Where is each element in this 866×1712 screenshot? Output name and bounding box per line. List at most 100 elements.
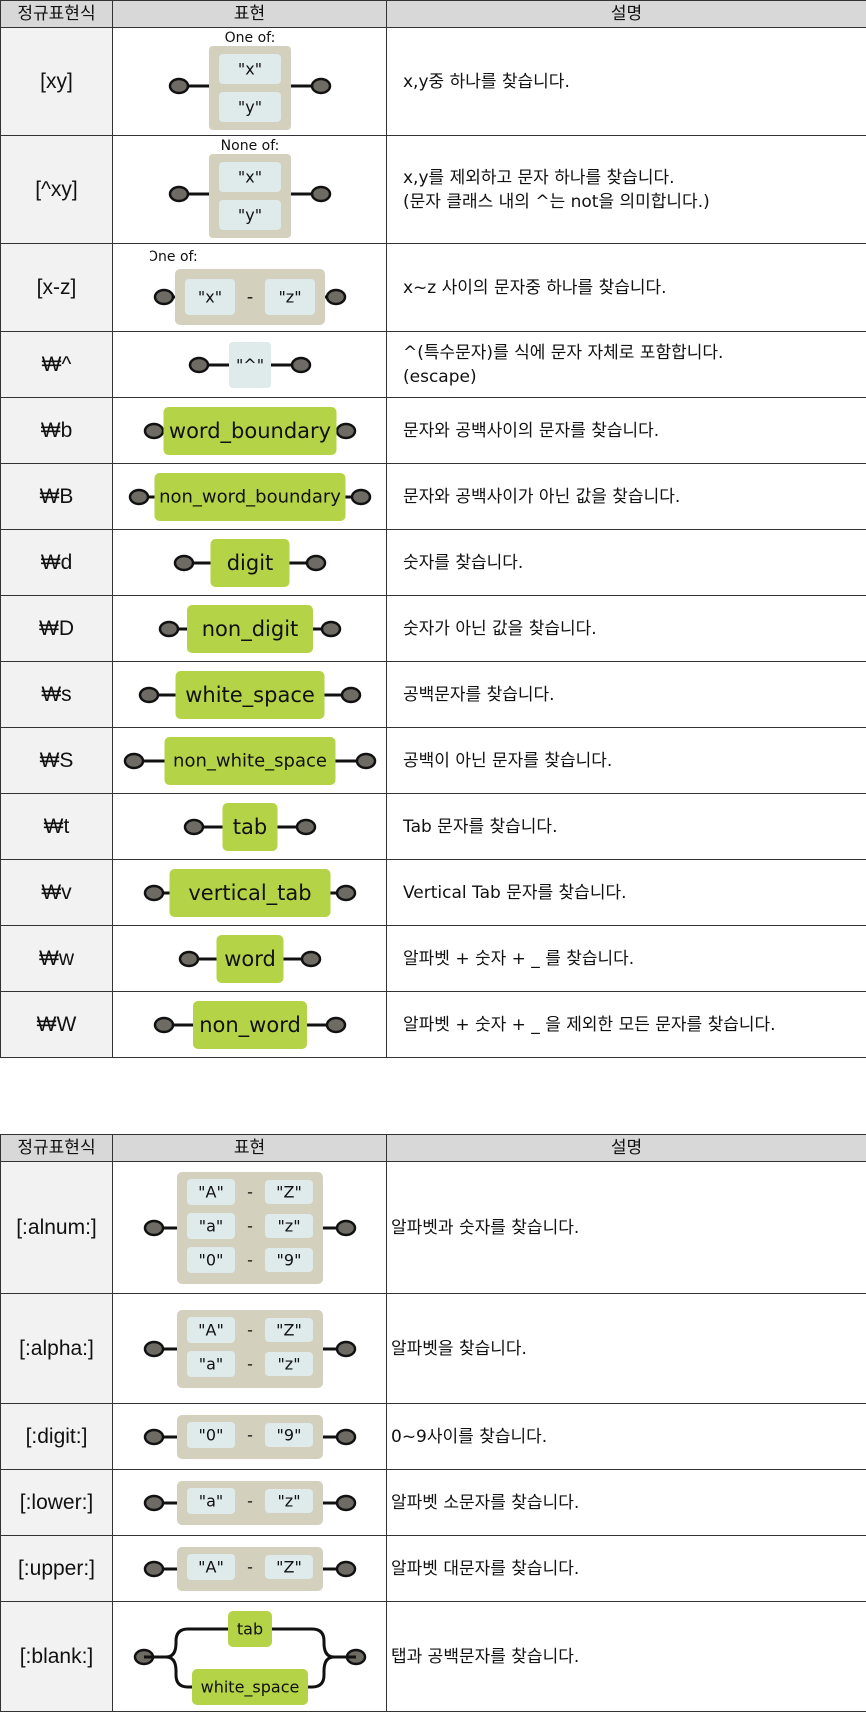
regex-expression: [^xy] bbox=[1, 136, 113, 244]
range-dash: - bbox=[247, 1250, 253, 1269]
railroad-diagram: "A"-"Z" bbox=[140, 1541, 360, 1597]
railroad-diagram: "A"-"Z""a"-"z""0"-"9" bbox=[140, 1166, 360, 1290]
end-node bbox=[337, 1342, 355, 1356]
range-from-label: "A" bbox=[198, 1557, 224, 1576]
description-line: 알파벳 소문자를 찾습니다. bbox=[391, 1491, 866, 1515]
end-node bbox=[312, 79, 330, 93]
description-line: 알파벳 + 숫자 + _ 을 제외한 모든 문자를 찾습니다. bbox=[403, 1013, 866, 1037]
token-label: tab bbox=[236, 1619, 262, 1638]
table-row: ₩v vertical_tab Vertical Tab 문자를 찾습니다. bbox=[1, 860, 866, 926]
group-title: One of: bbox=[150, 249, 198, 265]
end-node bbox=[337, 1496, 355, 1510]
railroad-diagram-cell: white_space bbox=[113, 662, 387, 728]
description-cell: 알파벳을 찾습니다. bbox=[387, 1294, 866, 1404]
description-cell: Tab 문자를 찾습니다. bbox=[387, 794, 866, 860]
range-to-label: "Z" bbox=[276, 1320, 302, 1339]
railroad-diagram-cell: non_word_boundary bbox=[113, 464, 387, 530]
railroad-diagram: One of:"x""y" bbox=[165, 30, 335, 134]
table-row: ₩^"^"^(특수문자)를 식에 문자 자체로 포함합니다.(escape) bbox=[1, 332, 866, 398]
token-label: non_word bbox=[199, 1013, 301, 1038]
start-node bbox=[185, 820, 203, 834]
description-cell: 공백문자를 찾습니다. bbox=[387, 662, 866, 728]
regex-expression: [:blank:] bbox=[1, 1602, 113, 1712]
railroad-diagram: white_space bbox=[135, 667, 365, 723]
header-regex: 정규표현식 bbox=[1, 1135, 113, 1162]
description-cell: 탭과 공백문자를 찾습니다. bbox=[387, 1602, 866, 1712]
start-node bbox=[180, 952, 198, 966]
description-cell: Vertical Tab 문자를 찾습니다. bbox=[387, 860, 866, 926]
end-node bbox=[352, 490, 370, 504]
table-row: [x-z]One of:"x"-"z"x~z 사이의 문자중 하나를 찾습니다. bbox=[1, 244, 866, 332]
regex-expression: ₩w bbox=[1, 926, 113, 992]
group-title: None of: bbox=[220, 138, 279, 154]
description-line: Vertical Tab 문자를 찾습니다. bbox=[403, 881, 866, 905]
table-row: [:alnum:]"A"-"Z""a"-"z""0"-"9"알파벳과 숫자를 찾… bbox=[1, 1162, 866, 1294]
description-cell: 문자와 공백사이의 문자를 찾습니다. bbox=[387, 398, 866, 464]
start-node bbox=[145, 1562, 163, 1576]
description-line: 알파벳 + 숫자 + _ 를 찾습니다. bbox=[403, 947, 866, 971]
token-label: white_space bbox=[200, 1677, 299, 1697]
description-line: (escape) bbox=[403, 365, 866, 389]
token-label: word_boundary bbox=[168, 419, 330, 444]
table-row: [:upper:]"A"-"Z"알파벳 대문자를 찾습니다. bbox=[1, 1536, 866, 1602]
start-node bbox=[125, 754, 143, 768]
start-node bbox=[145, 1430, 163, 1444]
token-label: white_space bbox=[185, 683, 315, 708]
end-node bbox=[312, 187, 330, 201]
start-node bbox=[155, 1018, 173, 1032]
description-line: 숫자를 찾습니다. bbox=[403, 551, 866, 575]
range-to-label: "9" bbox=[276, 1250, 301, 1269]
railroad-diagram-cell: tab white_space bbox=[113, 1602, 387, 1712]
railroad-diagram-cell: "a"-"z" bbox=[113, 1470, 387, 1536]
description-line: 공백이 아닌 문자를 찾습니다. bbox=[403, 749, 866, 773]
regex-expression: ₩d bbox=[1, 530, 113, 596]
range-dash: - bbox=[247, 1354, 253, 1373]
description-cell: ^(특수문자)를 식에 문자 자체로 포함합니다.(escape) bbox=[387, 332, 866, 398]
railroad-diagram-cell: "A"-"Z" bbox=[113, 1536, 387, 1602]
literal-item-label: "x" bbox=[237, 59, 261, 78]
range-to-label: "z" bbox=[277, 1354, 300, 1373]
railroad-diagram-cell: None of:"x""y" bbox=[113, 136, 387, 244]
range-from-label: "a" bbox=[198, 1354, 223, 1373]
end-node bbox=[302, 952, 320, 966]
range-from-label: "0" bbox=[198, 1425, 223, 1444]
range-dash: - bbox=[247, 1182, 253, 1201]
start-node bbox=[145, 886, 163, 900]
range-to-label: "Z" bbox=[276, 1557, 302, 1576]
start-node bbox=[170, 79, 188, 93]
railroad-diagram-cell: word_boundary bbox=[113, 398, 387, 464]
range-to-label: "z" bbox=[278, 287, 301, 306]
table-row: [:blank:] tab white_space 탭과 공백문자를 찾습니다. bbox=[1, 1602, 866, 1712]
description-cell: x~z 사이의 문자중 하나를 찾습니다. bbox=[387, 244, 866, 332]
railroad-diagram-cell: "A"-"Z""a"-"z""0"-"9" bbox=[113, 1162, 387, 1294]
railroad-diagram: vertical_tab bbox=[140, 865, 360, 921]
description-cell: 알파벳 대문자를 찾습니다. bbox=[387, 1536, 866, 1602]
railroad-diagram: non_word_boundary bbox=[125, 469, 375, 525]
header-description: 설명 bbox=[387, 1135, 866, 1162]
token-label: tab bbox=[232, 815, 266, 839]
railroad-diagram-cell: "A"-"Z""a"-"z" bbox=[113, 1294, 387, 1404]
end-node bbox=[292, 358, 310, 372]
end-node bbox=[307, 556, 325, 570]
regex-expression: [xy] bbox=[1, 28, 113, 136]
description-cell: 0~9사이를 찾습니다. bbox=[387, 1404, 866, 1470]
token-label: digit bbox=[226, 551, 273, 575]
table-row: [:lower:]"a"-"z"알파벳 소문자를 찾습니다. bbox=[1, 1470, 866, 1536]
railroad-diagram: non_word bbox=[150, 997, 350, 1053]
railroad-diagram: "0"-"9" bbox=[140, 1409, 360, 1465]
table-row: [^xy]None of:"x""y"x,y를 제외하고 문자 하나를 찾습니다… bbox=[1, 136, 866, 244]
description-cell: x,y를 제외하고 문자 하나를 찾습니다.(문자 클래스 내의 ^는 not을… bbox=[387, 136, 866, 244]
railroad-diagram: One of:"x"-"z" bbox=[150, 247, 350, 329]
end-node bbox=[342, 688, 360, 702]
description-cell: 알파벳과 숫자를 찾습니다. bbox=[387, 1162, 866, 1294]
description-line: x,y중 하나를 찾습니다. bbox=[403, 70, 866, 94]
literal-item-label: "x" bbox=[237, 167, 261, 186]
description-cell: 숫자를 찾습니다. bbox=[387, 530, 866, 596]
regex-expression: ₩v bbox=[1, 860, 113, 926]
description-line: 알파벳을 찾습니다. bbox=[391, 1337, 866, 1361]
range-from-label: "A" bbox=[198, 1320, 224, 1339]
railroad-diagram: tab bbox=[180, 799, 320, 855]
table-row: [:digit:]"0"-"9"0~9사이를 찾습니다. bbox=[1, 1404, 866, 1470]
